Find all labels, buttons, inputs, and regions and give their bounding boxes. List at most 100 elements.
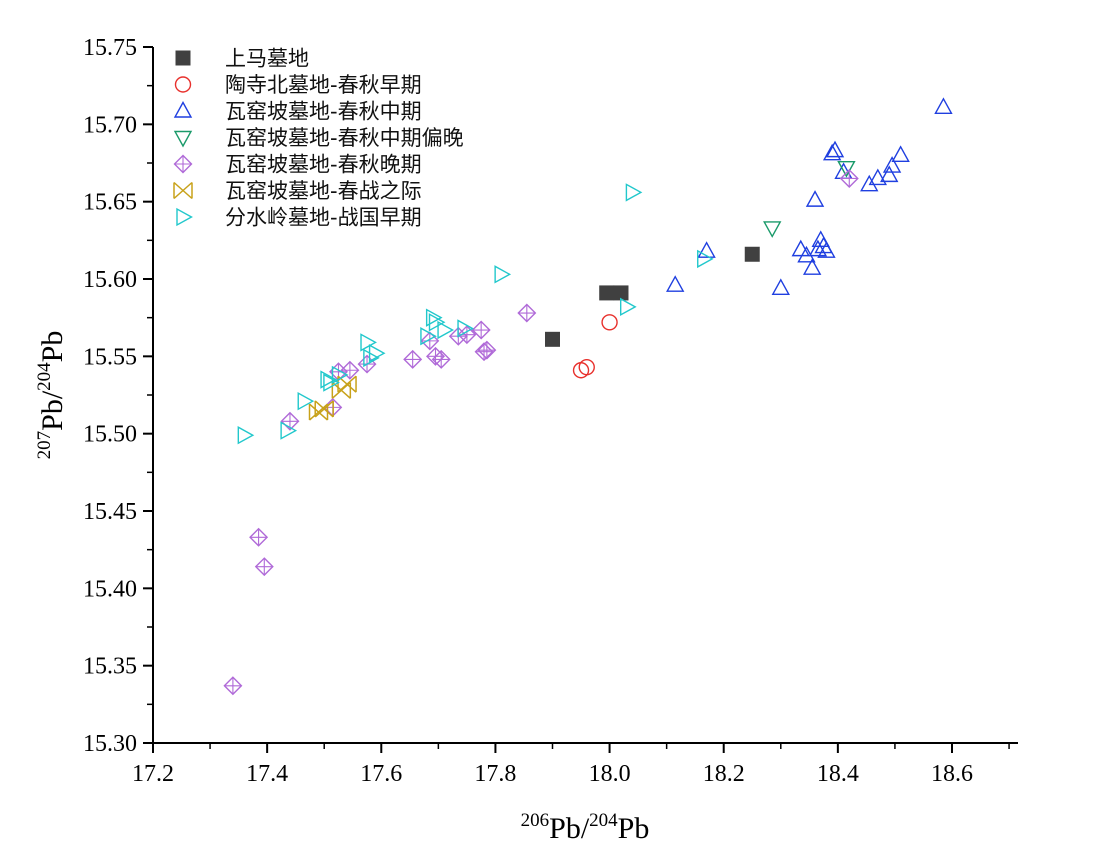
y-tick-label: 15.75 [83,35,137,61]
data-point [280,421,298,440]
legend-item: 陶寺北墓地-春秋早期 [174,73,422,97]
data-point [817,241,836,258]
legend-marker [176,207,193,227]
data-point [223,676,243,696]
legend-marker [173,130,193,148]
data-point [666,275,685,292]
data-point [808,239,828,257]
x-tick-label: 18.2 [703,761,745,787]
legend-label: 瓦窑坡墓地-春秋晚期 [225,153,422,177]
y-title-iso2-symbol: Pb [36,331,69,363]
data-point [340,360,360,380]
y-tick-label: 15.50 [83,422,137,448]
data-point [368,344,386,363]
series-2 [572,314,618,379]
data-point [363,348,380,368]
x-axis-ticks [152,743,1010,753]
y-title-slash: / [36,390,69,399]
data-point [619,297,637,317]
x-title-slash: / [581,812,590,845]
data-point [237,426,255,445]
legend-label: 瓦窑坡墓地-春战之际 [225,179,422,203]
y-axis-tick-labels: 15.30 15.35 15.40 15.45 15.50 15.55 15.60 15.65… [83,35,137,757]
data-point [771,278,790,295]
legend-item: 瓦窑坡墓地-春战之际 [173,179,422,203]
x-axis-title: 206Pb/204Pb [521,810,650,845]
data-point [323,373,340,392]
data-point [697,241,716,258]
legend-label: 瓦窑坡墓地-春秋中期偏晚 [225,126,464,150]
data-point [254,557,274,577]
x-tick-label: 17.6 [360,761,402,787]
data-point [572,362,590,379]
y-tick-label: 15.65 [83,190,137,216]
y-title-iso1-mass: 207 [34,431,55,460]
data-point [437,320,455,340]
data-point [517,303,537,323]
legend-marker [174,76,192,93]
x-title-iso1-symbol: Pb [549,812,581,845]
data-point [314,400,334,418]
x-tick-label: 17.4 [246,761,288,787]
x-tick-label: 17.8 [474,761,516,787]
data-point [860,174,879,192]
data-point [825,140,845,158]
data-point [802,258,822,275]
y-axis-title: 207Pb/204Pb [34,331,69,460]
y-tick-label: 15.35 [83,654,137,680]
series-3 [666,97,953,295]
data-point [697,249,714,269]
data-point [625,183,643,202]
legend-label: 陶寺北墓地-春秋早期 [225,73,422,97]
legend-item: 瓦窑坡墓地-春秋中期 [173,100,422,124]
data-point [337,375,357,393]
data-point [868,168,887,186]
data-point [477,340,497,360]
x-title-iso2-symbol: Pb [618,812,650,845]
data-point [403,349,423,369]
y-title-iso1-symbol: Pb [36,399,69,431]
x-title-iso2-mass: 204 [589,810,618,831]
legend-item: 瓦窑坡墓地-春秋晚期 [173,153,422,177]
data-point [308,403,329,421]
legend-label: 分水岭墓地-战国早期 [225,206,422,230]
legend-label: 瓦窑坡墓地-春秋中期 [225,100,422,124]
x-title-iso1-mass: 206 [521,810,550,831]
data-point [880,165,899,183]
x-tick-label: 17.2 [132,761,174,787]
x-tick-label: 18.0 [589,761,631,787]
y-tick-label: 15.40 [83,576,137,602]
y-tick-label: 15.45 [83,499,137,525]
data-point [545,331,560,347]
series-4 [763,160,856,238]
data-point [837,160,856,178]
data-point [331,365,349,385]
legend-item: 瓦窑坡墓地-春秋中期偏晚 [173,126,464,150]
data-point [297,392,315,411]
series-5 [223,168,859,696]
data-points [223,97,953,696]
data-point [882,156,902,173]
legend-label: 上马墓地 [225,47,309,71]
data-point [578,358,595,376]
y-tick-label: 15.70 [83,112,137,138]
series-1 [545,246,760,347]
y-tick-label: 15.55 [83,344,137,370]
data-point [420,327,437,346]
data-point [428,313,446,332]
data-point [934,97,953,115]
y-tick-label: 15.30 [83,731,137,757]
data-point [805,190,825,207]
series-7 [237,183,714,445]
data-point [763,221,782,238]
data-point [494,265,512,284]
y-axis-ticks [143,46,153,744]
plot-frame [152,47,1018,744]
data-point [613,285,629,301]
legend-item: 分水岭墓地-战国早期 [176,206,422,230]
y-title-iso2-mass: 204 [34,362,55,391]
data-point [839,168,859,188]
data-point [791,239,810,257]
x-tick-label: 18.6 [931,761,973,787]
